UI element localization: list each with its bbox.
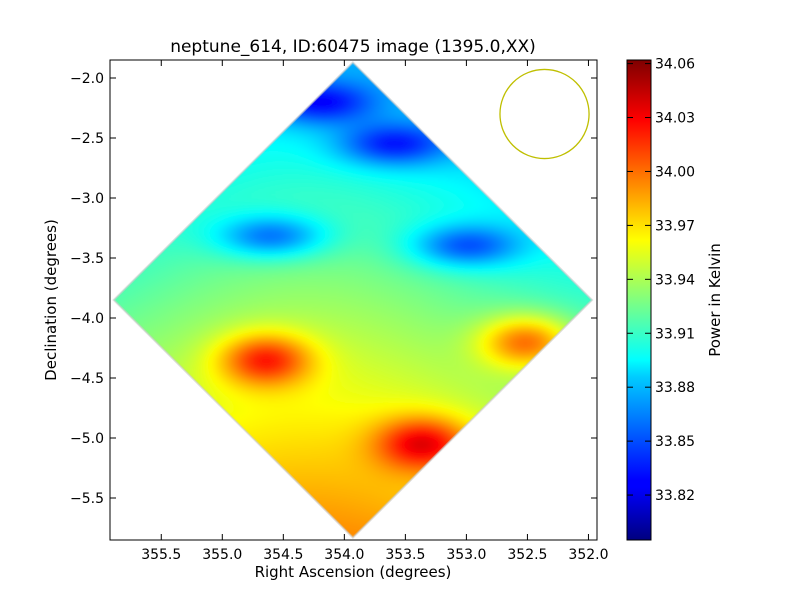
colorbar-tick-label: 33.88	[655, 380, 695, 396]
x-tick-label: 352.5	[507, 547, 547, 563]
x-tick-label: 354.5	[263, 547, 303, 563]
y-tick-label: −5.5	[70, 491, 104, 507]
x-tick-label: 355.0	[202, 547, 242, 563]
heatmap-area	[112, 60, 594, 540]
x-tick-label: 353.5	[385, 547, 425, 563]
colorbar-tick-label: 33.91	[655, 326, 695, 342]
y-axis: −2.0 −2.5 −3.0 −3.5 −4.0 −4.5 −5.0 −5.5	[70, 71, 597, 507]
y-tick-label: −3.5	[70, 251, 104, 267]
plot-frame	[109, 59, 598, 541]
colorbar: 34.06 34.03 34.00 33.97 33.94 33.91 33.88 33.85…	[626, 57, 724, 541]
x-tick-label: 352.0	[568, 547, 608, 563]
colorbar-ticks: 34.06 34.03 34.00 33.97 33.94 33.91 33.88 33.85…	[627, 57, 695, 504]
colorbar-tick-label: 34.03	[655, 111, 695, 127]
chart-title: neptune_614, ID:60475 image (1395.0,XX)	[170, 37, 536, 57]
x-tick-label: 355.5	[141, 547, 181, 563]
y-tick-label: −4.0	[70, 311, 104, 327]
y-axis-label: Declination (degrees)	[42, 219, 60, 381]
colorbar-gradient	[626, 59, 652, 541]
map-outline	[112, 60, 594, 540]
x-axis: 355.5 355.0 354.5 354.0 353.5 353.0 352.5 352.0	[141, 60, 609, 563]
y-tick-label: −4.5	[70, 371, 104, 387]
colorbar-tick-label: 34.00	[655, 164, 695, 180]
y-tick-label: −2.5	[70, 131, 104, 147]
colorbar-tick-label: 33.97	[655, 218, 695, 234]
colorbar-tick-label: 34.06	[655, 57, 695, 73]
x-axis-label: Right Ascension (degrees)	[255, 563, 452, 581]
y-tick-label: −2.0	[70, 71, 104, 87]
colorbar-tick-label: 33.82	[655, 488, 695, 504]
y-tick-label: −5.0	[70, 431, 104, 447]
heatmap-image	[113, 62, 593, 538]
colorbar-tick-label: 33.85	[655, 434, 695, 450]
x-tick-label: 353.0	[446, 547, 486, 563]
colorbar-tick-label: 33.94	[655, 272, 695, 288]
colorbar-label: Power in Kelvin	[706, 243, 724, 357]
x-tick-label: 354.0	[324, 547, 364, 563]
beam-circle	[499, 68, 590, 160]
y-tick-label: −3.0	[70, 191, 104, 207]
